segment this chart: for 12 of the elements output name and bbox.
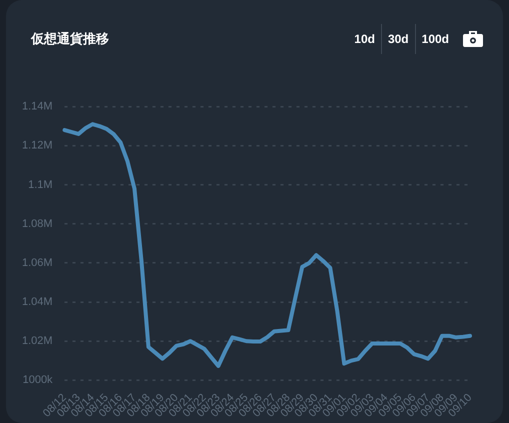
text: 10d (353, 31, 376, 48)
chart-title: 仮想通貨推移 (31, 31, 109, 48)
y-tick-label: 1.06M (22, 256, 53, 269)
y-tick-label: 1000k (22, 374, 54, 386)
y-tick-label: 1.02M (22, 335, 53, 348)
y-tick-label: 1.08M (22, 218, 53, 230)
y-tick-label: 1.1M (28, 178, 53, 191)
y-tick-label: 1.14M (22, 100, 53, 113)
y-tick-label: 1.12M (22, 140, 53, 152)
text: 100d (420, 31, 450, 48)
text: 30d (386, 31, 410, 48)
y-tick-label: 1.04M (22, 296, 53, 308)
